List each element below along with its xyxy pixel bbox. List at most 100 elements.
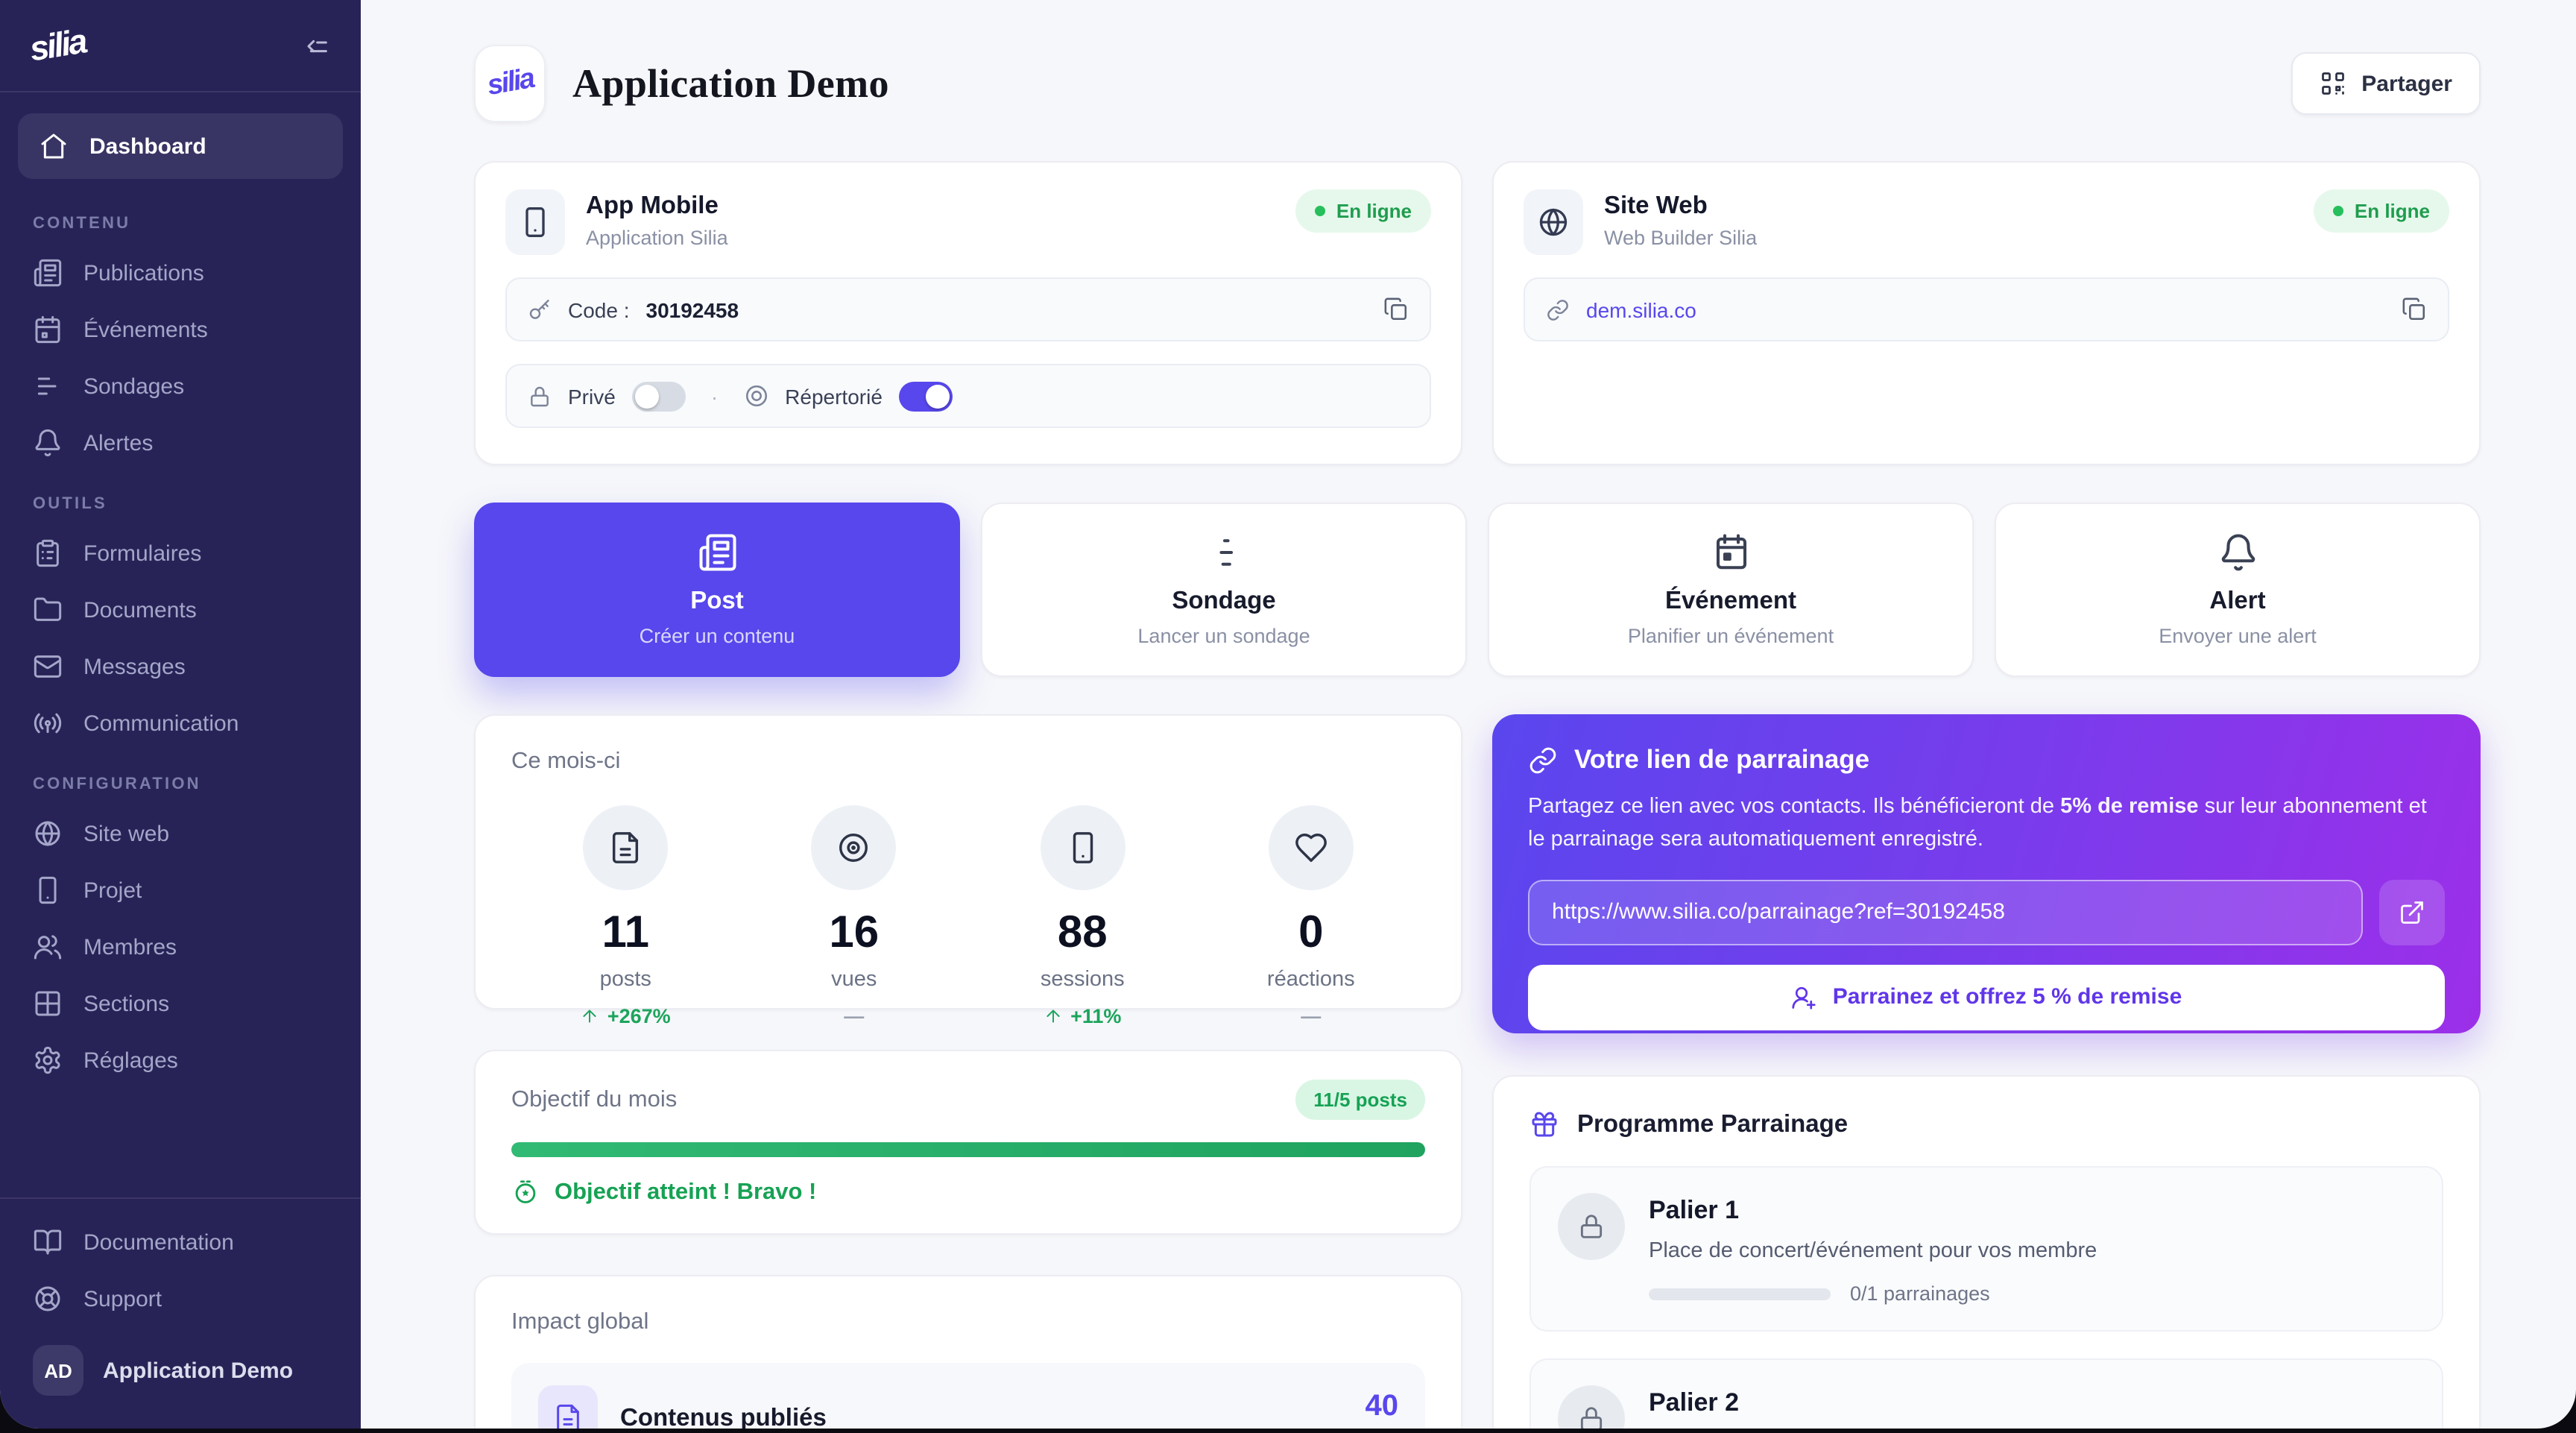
sidebar-item-messages[interactable]: Messages — [0, 638, 361, 695]
silia-logo: silia — [27, 21, 88, 69]
sidebar-item-site-web[interactable]: Site web — [0, 805, 361, 862]
sidebar-item-documentation[interactable]: Documentation — [0, 1214, 361, 1270]
account-name: Application Demo — [103, 1358, 294, 1383]
lock-icon — [1558, 1385, 1625, 1429]
users-icon — [33, 932, 63, 962]
link-icon — [1546, 297, 1570, 321]
referral-program-card: Programme Parrainage Palier 1 Place de c… — [1492, 1075, 2481, 1429]
user-plus-icon — [1791, 983, 1818, 1010]
sidebar-collapse-button[interactable] — [301, 31, 331, 60]
sidebar-item-formulaires[interactable]: Formulaires — [0, 525, 361, 582]
site-web-card: Site Web Web Builder Silia En ligne dem.… — [1492, 161, 2481, 465]
trend-up: +11% — [1044, 1005, 1121, 1027]
sidebar-item-publications[interactable]: Publications — [0, 245, 361, 301]
stat-sessions: 88 sessions +11% — [968, 805, 1197, 1027]
tier-progress-track — [1649, 1288, 1831, 1300]
listed-label: Répertorié — [785, 384, 883, 408]
gear-icon — [33, 1045, 63, 1075]
right-column: Votre lien de parrainage Partagez ce lie… — [1492, 714, 2481, 1429]
app-logo-tile: silia — [474, 45, 546, 122]
sidebar-item-sondages[interactable]: Sondages — [0, 358, 361, 415]
disc-icon — [811, 805, 897, 890]
copy-code-button[interactable] — [1383, 297, 1409, 322]
stat-vues: 16 vues — — [740, 805, 969, 1027]
share-button[interactable]: Partager — [2291, 52, 2481, 115]
app-code-field: Code : 30192458 — [505, 277, 1431, 341]
impact-card: Impact global Contenus publiés 40 au tot… — [474, 1275, 1462, 1429]
arrow-up-icon — [1044, 1007, 1063, 1026]
globe-icon — [33, 819, 63, 848]
referral-title: Votre lien de parrainage — [1574, 744, 1870, 774]
sidebar-item-documents[interactable]: Documents — [0, 582, 361, 638]
sidebar-nav: Dashboard CONTENU Publications Événement… — [0, 92, 361, 1197]
sidebar-item-dashboard[interactable]: Dashboard — [18, 113, 343, 179]
poll-lines-icon — [33, 371, 63, 401]
sidebar-item-alertes[interactable]: Alertes — [0, 415, 361, 471]
goal-badge: 11/5 posts — [1295, 1080, 1425, 1120]
app-mobile-card: App Mobile Application Silia En ligne Co… — [474, 161, 1462, 465]
code-value: 30192458 — [645, 297, 739, 321]
status-badge-online: En ligne — [2314, 189, 2449, 233]
action-alert-button[interactable]: Alert Envoyer une alert — [1995, 503, 2481, 677]
top-cards-row: App Mobile Application Silia En ligne Co… — [474, 161, 2481, 465]
page-header: silia Application Demo Partager — [474, 45, 2481, 122]
referral-link-input[interactable]: https://www.silia.co/parrainage?ref=3019… — [1528, 879, 2363, 945]
timer-star-icon — [511, 1178, 540, 1206]
site-url-link[interactable]: dem.silia.co — [1586, 297, 1696, 321]
sidebar-item-communication[interactable]: Communication — [0, 695, 361, 752]
book-open-icon — [33, 1227, 63, 1257]
main-content: silia Application Demo Partager App Mobi… — [361, 0, 2576, 1429]
goal-card: Objectif du mois 11/5 posts Objectif att… — [474, 1050, 1462, 1235]
target-icon — [743, 383, 768, 409]
lock-icon — [1558, 1193, 1625, 1260]
sidebar-item-sections[interactable]: Sections — [0, 975, 361, 1032]
goal-progress-track — [511, 1142, 1425, 1157]
action-post-button[interactable]: Post Créer un contenu — [474, 503, 960, 677]
gift-icon — [1530, 1109, 1559, 1139]
action-evenement-button[interactable]: Événement Planifier un événement — [1488, 503, 1974, 677]
private-toggle[interactable] — [631, 381, 686, 411]
trend-up: +267% — [581, 1005, 671, 1027]
month-title: Ce mois-ci — [511, 749, 621, 774]
sidebar-item-evenements[interactable]: Événements — [0, 301, 361, 358]
page-title: Application Demo — [572, 60, 889, 105]
copy-url-button[interactable] — [2402, 297, 2427, 322]
sidebar-item-support[interactable]: Support — [0, 1270, 361, 1327]
quick-actions-row: Post Créer un contenu Sondage Lancer un … — [474, 503, 2481, 677]
online-dot — [1315, 206, 1326, 216]
impact-row-label: Contenus publiés — [620, 1404, 827, 1429]
code-label: Code : — [568, 297, 630, 321]
app-mobile-title: App Mobile — [586, 192, 719, 219]
sidebar-item-membres[interactable]: Membres — [0, 919, 361, 975]
app-visibility-field: Privé · Répertorié — [505, 364, 1431, 428]
referral-card: Votre lien de parrainage Partagez ce lie… — [1492, 714, 2481, 1033]
open-referral-link-button[interactable] — [2379, 879, 2445, 945]
table-icon — [33, 989, 63, 1018]
sidebar-footer: Documentation Support AD Application Dem… — [0, 1197, 361, 1429]
month-stats-card: Ce mois-ci 11 posts +267% — [474, 714, 1462, 1027]
account-switcher[interactable]: AD Application Demo — [0, 1327, 361, 1420]
external-link-icon — [2399, 898, 2425, 925]
impact-row-contenus: Contenus publiés 40 au total — [511, 1363, 1425, 1429]
sidebar-item-reglages[interactable]: Réglages — [0, 1032, 361, 1089]
bell-icon — [2217, 532, 2258, 573]
smartphone-icon — [1040, 805, 1126, 890]
action-sondage-button[interactable]: Sondage Lancer un sondage — [981, 503, 1467, 677]
sidebar-item-projet[interactable]: Projet — [0, 862, 361, 919]
site-web-subtitle: Web Builder Silia — [1604, 227, 1758, 249]
app-mobile-subtitle: Application Silia — [586, 227, 728, 249]
smartphone-icon — [33, 875, 63, 905]
referral-cta-button[interactable]: Parrainez et offrez 5 % de remise — [1528, 964, 2445, 1030]
site-url-field: dem.silia.co — [1524, 277, 2449, 341]
goal-progress-fill — [511, 1142, 1425, 1157]
mail-icon — [33, 652, 63, 681]
smartphone-tile-icon — [505, 189, 565, 255]
stat-posts: 11 posts +267% — [511, 805, 740, 1027]
file-text-icon — [538, 1385, 598, 1429]
lock-icon — [528, 384, 552, 408]
calendar-icon — [1711, 532, 1751, 573]
arrow-up-icon — [581, 1007, 600, 1026]
program-title: Programme Parrainage — [1577, 1110, 1849, 1137]
listed-toggle[interactable] — [898, 381, 953, 411]
